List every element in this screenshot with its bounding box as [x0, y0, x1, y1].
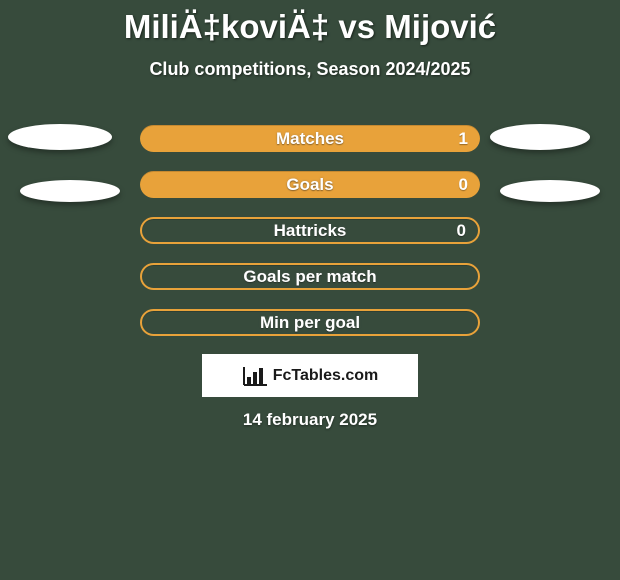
player-left-photo-small	[20, 180, 120, 202]
stat-row-label: Matches	[140, 125, 480, 152]
stat-row-label: Min per goal	[142, 311, 478, 334]
stat-row-label: Hattricks	[142, 219, 478, 242]
stats-rows: Matches1Goals0Hattricks0Goals per matchM…	[140, 125, 480, 355]
stat-row-value: 1	[459, 125, 468, 152]
stat-row: Matches1	[140, 125, 480, 152]
bar-chart-icon	[242, 365, 268, 387]
page-subtitle: Club competitions, Season 2024/2025	[0, 59, 620, 80]
player-left-photo-large	[8, 124, 112, 150]
stat-row-label: Goals	[140, 171, 480, 198]
stat-row-label: Goals per match	[142, 265, 478, 288]
comparison-infographic: MiliÄ‡koviÄ‡ vs Mijović Club competition…	[0, 0, 620, 580]
footer-date: 14 february 2025	[0, 410, 620, 430]
brand-text: FcTables.com	[273, 367, 379, 385]
player-right-photo-large	[490, 124, 590, 150]
stat-row: Goals per match	[140, 263, 480, 290]
page-title: MiliÄ‡koviÄ‡ vs Mijović	[0, 8, 620, 46]
player-right-photo-small	[500, 180, 600, 202]
stat-row: Goals0	[140, 171, 480, 198]
stat-row: Min per goal	[140, 309, 480, 336]
stat-row-value: 0	[457, 219, 466, 242]
brand-box: FcTables.com	[202, 354, 418, 397]
stat-row-value: 0	[459, 171, 468, 198]
stat-row: Hattricks0	[140, 217, 480, 244]
